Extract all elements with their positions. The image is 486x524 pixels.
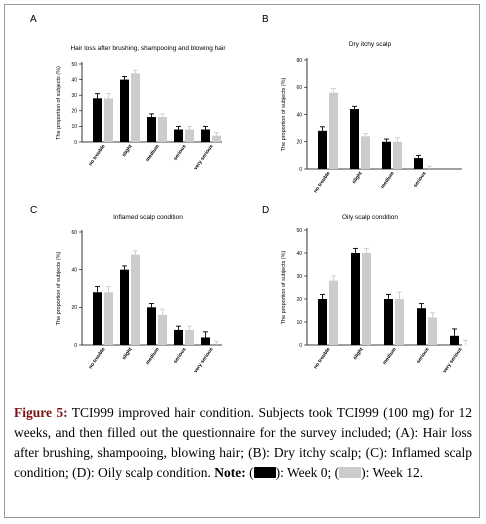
- bar-week0: [174, 129, 183, 142]
- bar-week12: [395, 299, 404, 345]
- x-tick-label: very serious: [442, 347, 464, 375]
- bar-week12: [329, 280, 338, 345]
- bar-week0: [350, 109, 359, 169]
- y-axis-label: The proportion of subjects (%): [281, 78, 287, 152]
- x-tick-label: no trouble: [313, 347, 332, 371]
- y-tick-label: 30: [296, 274, 302, 280]
- x-tick-label: medium: [380, 170, 396, 190]
- x-tick-label: very serious: [193, 144, 215, 172]
- note-label: Note:: [214, 465, 246, 480]
- bar-week0: [417, 308, 426, 345]
- x-tick-label: slight: [121, 346, 134, 361]
- panel-title: Inflamed scalp condition: [113, 214, 183, 221]
- bar-week0: [201, 337, 210, 345]
- bar-week12: [104, 292, 113, 345]
- x-tick-label: medium: [382, 346, 398, 366]
- y-tick-label: 20: [71, 305, 77, 311]
- bar-week0: [414, 158, 423, 169]
- x-tick-label: serious: [173, 144, 188, 162]
- y-tick-label: 40: [71, 77, 77, 83]
- bar-week12: [158, 117, 167, 142]
- bar-week12: [158, 314, 167, 345]
- y-tick-label: 60: [71, 230, 77, 236]
- y-axis-label: The proportion of subjects (%): [56, 66, 62, 140]
- y-tick-label: 50: [296, 228, 302, 234]
- panel-letter: D: [262, 205, 269, 216]
- x-tick-label: no trouble: [88, 144, 107, 168]
- x-tick-label: serious: [416, 347, 431, 365]
- bar-week12: [212, 135, 221, 142]
- bar-week0: [120, 79, 129, 142]
- x-tick-label: medium: [145, 143, 161, 163]
- legend-week12-label: ): Week 12.: [361, 465, 424, 480]
- y-tick-label: 60: [296, 85, 302, 91]
- bar-week0: [318, 299, 327, 345]
- y-tick-label: 0: [299, 343, 302, 349]
- y-tick-label: 50: [71, 62, 77, 68]
- figure-charts: A Hair loss after brushing, shampooing an…: [30, 14, 468, 375]
- bar-week12: [393, 141, 402, 169]
- panel-letter: C: [30, 205, 37, 216]
- bar-week0: [93, 292, 102, 345]
- bar-week0: [201, 129, 210, 142]
- week12-swatch: [339, 467, 362, 478]
- bar-week0: [450, 335, 459, 345]
- y-tick-label: 0: [74, 140, 77, 146]
- x-tick-label: slight: [352, 346, 365, 361]
- bar-week0: [384, 299, 393, 345]
- y-tick-label: 10: [71, 124, 77, 130]
- panel-letter: A: [30, 14, 37, 25]
- y-tick-label: 20: [71, 109, 77, 115]
- y-tick-label: 40: [71, 267, 77, 273]
- y-tick-label: 10: [296, 320, 302, 326]
- bar-week12: [428, 317, 437, 345]
- bar-week12: [361, 136, 370, 169]
- figure-caption: Figure 5: TCI999 improved hair condition…: [14, 403, 472, 483]
- x-tick-label: slight: [351, 170, 364, 185]
- y-axis-label: The proportion of subjects (%): [281, 251, 287, 325]
- x-tick-label: no trouble: [313, 171, 332, 195]
- figure-frame: [4, 4, 480, 518]
- y-tick-label: 0: [299, 167, 302, 173]
- panel-title: Dry itchy scalp: [349, 41, 392, 48]
- panel-letter: B: [262, 14, 269, 25]
- x-tick-label: serious: [173, 347, 188, 365]
- week0-swatch: [253, 467, 276, 478]
- bar-week0: [174, 329, 183, 345]
- bar-week0: [120, 269, 129, 345]
- y-tick-label: 30: [71, 93, 77, 99]
- bar-week0: [318, 130, 327, 169]
- y-tick-label: 20: [296, 140, 302, 146]
- y-tick-label: 0: [74, 343, 77, 349]
- bar-week0: [93, 98, 102, 142]
- y-tick-label: 40: [296, 112, 302, 118]
- panel-title: Hair loss after brushing, shampooing and…: [70, 45, 226, 52]
- x-tick-label: no trouble: [88, 347, 107, 371]
- x-tick-label: serious: [413, 171, 428, 189]
- y-tick-label: 40: [296, 251, 302, 257]
- x-tick-label: very serious: [193, 347, 215, 375]
- y-tick-label: 80: [296, 58, 302, 64]
- x-tick-label: slight: [121, 143, 134, 158]
- caption-text: TCI999 improved hair condition. Subjects…: [14, 405, 473, 480]
- figure-label: Figure 5:: [14, 405, 68, 420]
- legend-week0-label: ): Week 0; (: [275, 465, 340, 480]
- bar-week0: [351, 253, 360, 345]
- y-axis-label: The proportion of subjects (%): [56, 252, 62, 326]
- bar-week12: [104, 98, 113, 142]
- x-tick-label: medium: [145, 346, 161, 366]
- bar-week0: [382, 141, 391, 169]
- bar-week0: [147, 307, 156, 345]
- bar-week12: [329, 92, 338, 169]
- legend-open-paren: (: [249, 465, 254, 480]
- bar-week12: [185, 329, 194, 345]
- bar-week12: [362, 253, 371, 345]
- bar-week0: [147, 117, 156, 142]
- bar-week12: [131, 73, 140, 142]
- y-tick-label: 20: [296, 297, 302, 303]
- panel-title: Oily scalp condition: [342, 214, 398, 221]
- bar-week12: [185, 129, 194, 142]
- bar-week12: [131, 254, 140, 345]
